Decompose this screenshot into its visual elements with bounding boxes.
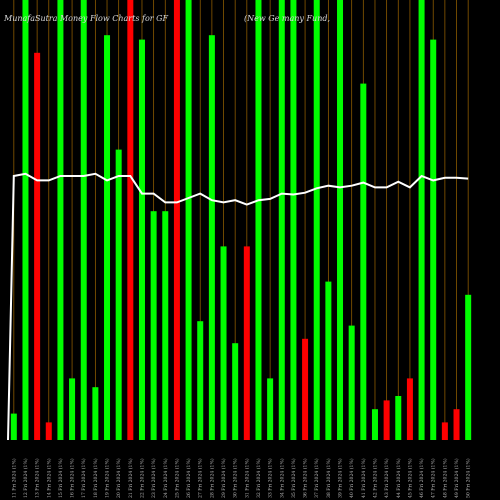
x-tick-label: 13 Fri 2024 (1%) bbox=[34, 458, 41, 498]
money-flow-bar bbox=[197, 321, 204, 440]
money-flow-bar bbox=[255, 0, 262, 440]
x-tick-label: 25 Fri 2024 (1%) bbox=[173, 458, 180, 498]
chart-title-left: MunafaSutra Money Flow Charts for GF bbox=[3, 14, 169, 23]
money-flow-bar bbox=[162, 211, 169, 440]
money-flow-bar bbox=[115, 149, 122, 440]
x-tick-label: 15 Fri 2024 (1%) bbox=[57, 458, 64, 498]
money-flow-bar bbox=[348, 325, 355, 440]
x-tick-label: 35 Fri 2024 (1%) bbox=[290, 458, 297, 498]
money-flow-bar bbox=[302, 338, 309, 440]
money-flow-bar bbox=[232, 343, 239, 440]
x-tick-label: 36 Fri 2024 (1%) bbox=[302, 458, 309, 498]
money-flow-bar bbox=[406, 378, 413, 440]
money-flow-bar bbox=[80, 0, 87, 440]
x-tick-label: 30 Fri 2024 (1%) bbox=[232, 458, 239, 498]
money-flow-line bbox=[7, 172, 469, 441]
x-tick-label: 26 Fri 2024 (1%) bbox=[185, 458, 192, 498]
x-tick-label: 32 Fri 2024 (1%) bbox=[255, 458, 262, 498]
money-flow-bar bbox=[173, 0, 180, 440]
money-flow-bar bbox=[267, 378, 274, 440]
x-tick-label: 37 Fri 2024 (1%) bbox=[313, 458, 320, 498]
x-tick-label: 23 Fri 2024 (1%) bbox=[150, 458, 157, 498]
money-flow-bar bbox=[383, 400, 390, 440]
money-flow-bar bbox=[243, 246, 250, 440]
x-tick-label: 19 Fri 2024 (1%) bbox=[104, 458, 111, 498]
money-flow-bar bbox=[138, 39, 145, 440]
x-tick-label: 11 Fri 2024 (1%) bbox=[10, 458, 17, 498]
x-tick-label: 12 Fri 2024 (1%) bbox=[22, 458, 29, 498]
x-tick-label: 20 Fri 2024 (1%) bbox=[115, 458, 122, 498]
x-tick-label: 34 Fri 2024 (1%) bbox=[278, 458, 285, 498]
x-tick-label: 33 Fri 2024 (1%) bbox=[267, 458, 274, 498]
x-tick-label: 49 Fri 2024 (1%) bbox=[453, 458, 460, 498]
money-flow-bar bbox=[127, 0, 134, 440]
x-tick-labels: 11 Fri 2024 (1%) 12 Fri 2024 (1%) 13 Fri 2… bbox=[10, 458, 471, 498]
x-tick-label: 27 Fri 2024 (1%) bbox=[197, 458, 204, 498]
money-flow-bar bbox=[57, 0, 64, 440]
x-tick-label: 43 Fri 2024 (1%) bbox=[383, 458, 390, 498]
x-tick-label: 44 Fri 2024 (1%) bbox=[395, 458, 402, 498]
bars bbox=[10, 0, 472, 441]
money-flow-bar bbox=[104, 35, 111, 440]
x-tick-label: 42 Fri 2024 (1%) bbox=[371, 458, 378, 498]
x-tick-label: 29 Fri 2024 (1%) bbox=[220, 458, 227, 498]
x-tick-label: 41 Fri 2024 (1%) bbox=[360, 458, 367, 498]
money-flow-bar bbox=[34, 52, 41, 441]
x-tick-label: 47 Fri 2024 (1%) bbox=[430, 458, 437, 498]
money-flow-bar bbox=[371, 409, 378, 440]
money-flow-bar bbox=[10, 413, 17, 440]
money-flow-bar bbox=[453, 409, 460, 440]
money-flow-bar bbox=[185, 0, 192, 440]
money-flow-bar bbox=[290, 0, 297, 440]
x-tick-label: 46 Fri 2024 (1%) bbox=[418, 458, 425, 498]
x-tick-label: 48 Fri 2024 (1%) bbox=[441, 458, 448, 498]
money-flow-bar bbox=[418, 0, 425, 440]
money-flow-bar bbox=[313, 0, 320, 440]
x-tick-label: 39 Fri 2024 (1%) bbox=[337, 458, 344, 498]
money-flow-bar bbox=[220, 246, 227, 440]
money-flow-bar bbox=[150, 211, 157, 440]
x-tick-label: 28 Fri 2024 (1%) bbox=[208, 458, 215, 498]
money-flow-bar bbox=[325, 281, 332, 440]
money-flow-bar bbox=[45, 422, 52, 440]
x-tick-label: 18 Fri 2024 (1%) bbox=[92, 458, 99, 498]
x-tick-label: 31 Fri 2024 (1%) bbox=[243, 458, 250, 498]
money-flow-bar bbox=[337, 0, 344, 440]
money-flow-bar bbox=[278, 0, 285, 440]
chart-title-right: (New Ge many Fund, bbox=[244, 14, 330, 23]
money-flow-bar bbox=[395, 396, 402, 440]
money-flow-bar bbox=[22, 0, 29, 440]
x-tick-label: 24 Fri 2024 (1%) bbox=[162, 458, 169, 498]
money-flow-bar bbox=[441, 422, 448, 440]
x-tick-label: 50 Fri 2024 (1%) bbox=[465, 458, 472, 498]
money-flow-bar bbox=[69, 378, 76, 440]
x-tick-label: 40 Fri 2024 (1%) bbox=[348, 458, 355, 498]
money-flow-bar bbox=[430, 39, 437, 440]
x-tick-label: 45 Fri 2024 (1%) bbox=[406, 458, 413, 498]
x-tick-label: 38 Fri 2024 (1%) bbox=[325, 458, 332, 498]
x-tick-label: 21 Fri 2024 (1%) bbox=[127, 458, 134, 498]
money-flow-bar bbox=[360, 83, 367, 440]
money-flow-bar bbox=[465, 294, 472, 440]
money-flow-bar bbox=[92, 387, 99, 440]
x-tick-label: 14 Fri 2024 (1%) bbox=[45, 458, 52, 498]
x-tick-label: 16 Fri 2024 (1%) bbox=[69, 458, 76, 498]
x-tick-label: 17 Fri 2024 (1%) bbox=[80, 458, 87, 498]
x-tick-label: 22 Fri 2024 (1%) bbox=[138, 458, 145, 498]
money-flow-bar bbox=[208, 35, 215, 440]
